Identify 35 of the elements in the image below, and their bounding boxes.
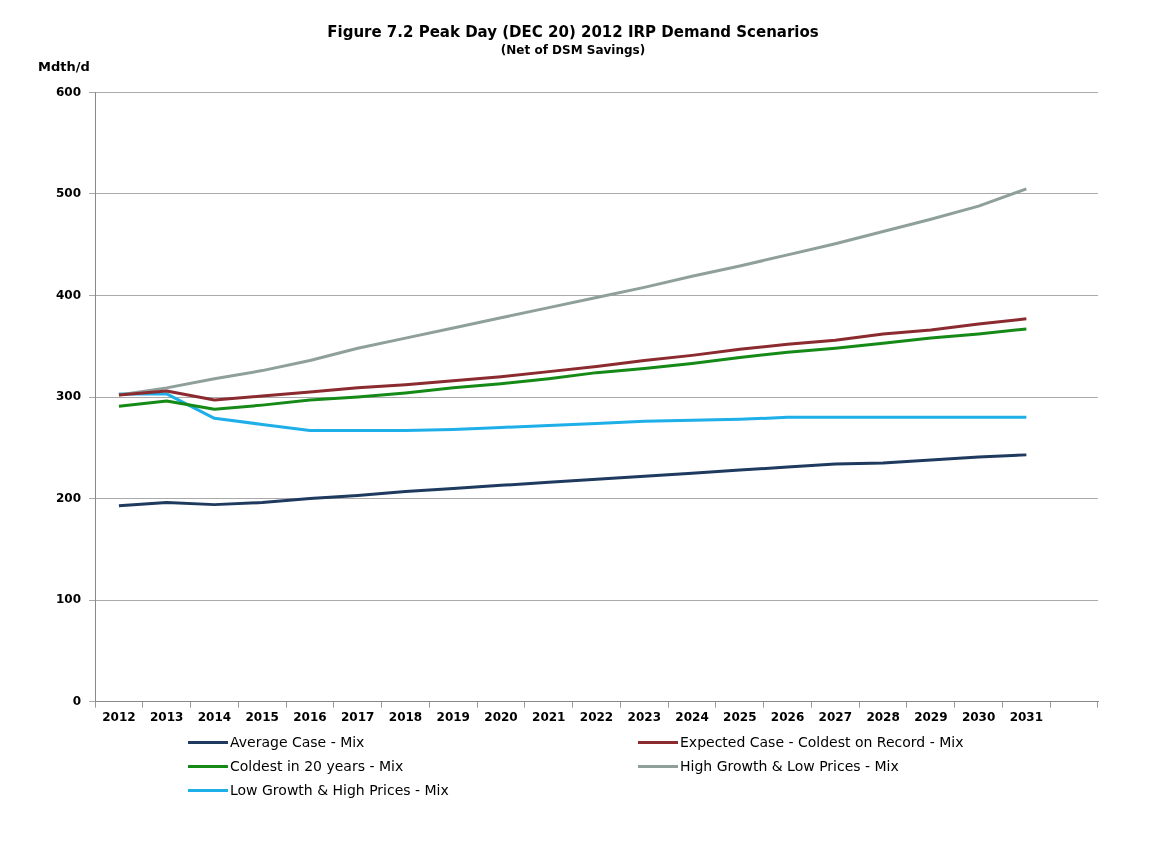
legend-label: Coldest in 20 years - Mix bbox=[230, 758, 404, 774]
x-tick-label: 2026 bbox=[770, 709, 805, 724]
x-tick-label: 2023 bbox=[627, 709, 661, 724]
y-axis-title: Mdth/d bbox=[38, 59, 90, 75]
x-tick-label: 2028 bbox=[866, 709, 900, 724]
x-tick-label: 2024 bbox=[675, 709, 709, 724]
x-tick-label: 2022 bbox=[579, 709, 614, 724]
y-tick-label: 600 bbox=[55, 84, 82, 99]
y-tick-label: 200 bbox=[55, 490, 82, 505]
x-tick-label: 2014 bbox=[197, 709, 232, 724]
x-tick-label: 2030 bbox=[961, 709, 996, 724]
y-tick-label: 300 bbox=[55, 389, 82, 404]
x-tick-label: 2013 bbox=[149, 709, 184, 724]
legend-label: Expected Case - Coldest on Record - Mix bbox=[680, 734, 964, 750]
legend-label: Low Growth & High Prices - Mix bbox=[230, 782, 449, 798]
x-tick-label: 2029 bbox=[914, 709, 948, 724]
y-tick-label: 100 bbox=[55, 592, 82, 607]
legend-label: High Growth & Low Prices - Mix bbox=[680, 758, 899, 774]
x-tick-label: 2020 bbox=[484, 709, 518, 724]
x-tick-label: 2012 bbox=[102, 709, 136, 724]
x-tick-label: 2017 bbox=[341, 709, 375, 724]
x-tick-label: 2021 bbox=[532, 709, 566, 724]
x-tick-label: 2031 bbox=[1009, 709, 1044, 724]
x-tick-label: 2018 bbox=[388, 709, 423, 724]
x-tick-label: 2027 bbox=[818, 709, 853, 724]
x-tick-label: 2015 bbox=[245, 709, 279, 724]
y-tick-label: 0 bbox=[72, 693, 82, 708]
y-tick-label: 500 bbox=[55, 186, 82, 201]
chart-title: Figure 7.2 Peak Day (DEC 20) 2012 IRP Demand Scenarios bbox=[327, 22, 819, 41]
chart-subtitle: (Net of DSM Savings) bbox=[500, 43, 646, 58]
y-tick-label: 400 bbox=[55, 287, 82, 302]
x-tick-label: 2025 bbox=[723, 709, 757, 724]
x-tick-label: 2019 bbox=[436, 709, 470, 724]
x-tick-label: 2016 bbox=[293, 709, 327, 724]
legend-label: Average Case - Mix bbox=[230, 734, 365, 750]
